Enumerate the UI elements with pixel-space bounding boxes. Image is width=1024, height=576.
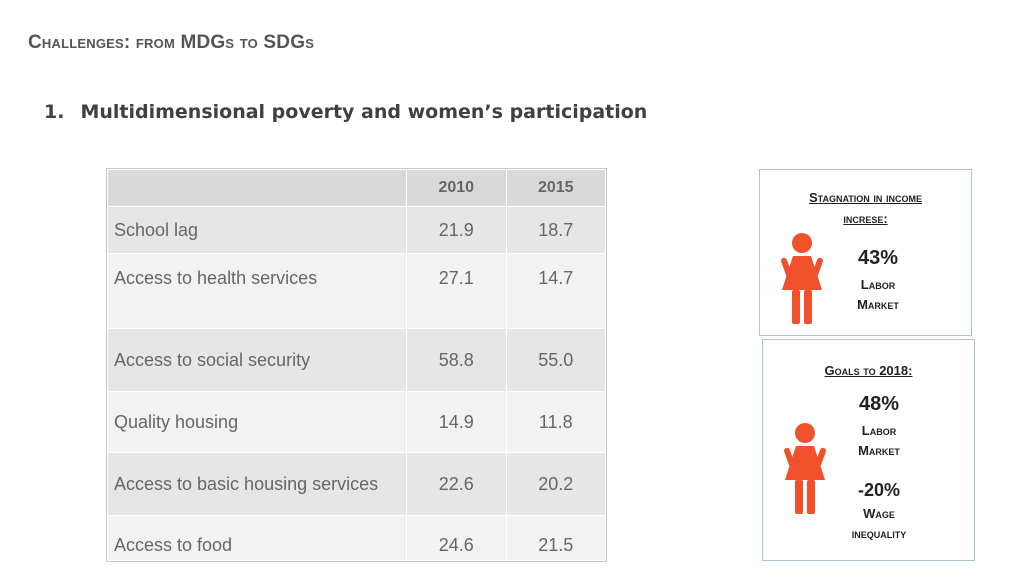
stat-label-line2: inequality bbox=[851, 526, 907, 541]
stagnation-heading-line1: Stagnation in income bbox=[808, 190, 923, 205]
stat-label-line1: Labor bbox=[860, 277, 896, 292]
stagnation-stat: 43% bbox=[857, 247, 899, 269]
table-row: Access to basic housing services 22.6 20… bbox=[107, 452, 606, 516]
value-2015: 11.8 bbox=[505, 391, 606, 453]
row-label: Access to basic housing services bbox=[107, 452, 407, 516]
column-header-blank bbox=[107, 169, 407, 207]
goals-card: Goals to 2018: 48% Labor Market -20% Wag… bbox=[762, 339, 975, 561]
table-row: Access to food 24.6 21.5 bbox=[107, 515, 606, 561]
value-2015: 20.2 bbox=[505, 452, 606, 516]
row-label: Access to social security bbox=[107, 328, 407, 392]
table-row: Access to social security 58.8 55.0 bbox=[107, 328, 606, 392]
table-row: School lag 21.9 18.7 bbox=[107, 206, 606, 254]
value-2015: 55.0 bbox=[505, 328, 606, 392]
woman-icon bbox=[781, 233, 823, 324]
section-number: 1. bbox=[44, 101, 65, 123]
table-row: Quality housing 14.9 11.8 bbox=[107, 391, 606, 453]
row-label: School lag bbox=[107, 206, 407, 254]
stagnation-heading: Stagnation in income increse: bbox=[760, 187, 971, 229]
column-header-2015: 2015 bbox=[505, 169, 606, 207]
woman-icon bbox=[784, 423, 826, 514]
value-2010: 58.8 bbox=[406, 328, 507, 392]
poverty-table: 2010 2015 School lag 21.9 18.7 Access to… bbox=[106, 168, 607, 562]
value-2015: 18.7 bbox=[505, 206, 606, 254]
value-2010: 14.9 bbox=[406, 391, 507, 453]
stagnation-heading-line2: increse: bbox=[843, 211, 888, 226]
value-2010: 24.6 bbox=[406, 515, 507, 561]
value-2015: 21.5 bbox=[505, 515, 606, 561]
row-label: Quality housing bbox=[107, 391, 407, 453]
goals-stat-wage: -20% bbox=[857, 480, 901, 500]
goals-stat-wage-label: Wage inequality bbox=[829, 504, 929, 544]
value-2015: 14.7 bbox=[505, 253, 606, 329]
section-heading: 1. Multidimensional poverty and women’s p… bbox=[44, 101, 647, 123]
stagnation-card: Stagnation in income increse: 43% Labor … bbox=[759, 169, 972, 336]
goals-heading: Goals to 2018: bbox=[824, 363, 913, 378]
column-header-2010: 2010 bbox=[406, 169, 507, 207]
section-title: Multidimensional poverty and women’s par… bbox=[80, 101, 648, 123]
value-2010: 21.9 bbox=[406, 206, 507, 254]
row-label: Access to food bbox=[107, 515, 407, 561]
value-2010: 22.6 bbox=[406, 452, 507, 516]
stagnation-stat-label: Labor Market bbox=[838, 275, 918, 315]
value-2010: 27.1 bbox=[406, 253, 507, 329]
stat-label-line2: Market bbox=[857, 297, 899, 312]
table-header-row: 2010 2015 bbox=[107, 169, 606, 207]
page-title: Challenges: from MDGs to SDGs bbox=[28, 32, 315, 53]
goals-stat-labor-label: Labor Market bbox=[839, 421, 919, 461]
stat-label-line1: Labor bbox=[861, 423, 897, 438]
stat-label-line1: Wage bbox=[863, 506, 895, 521]
table-row: Access to health services 27.1 14.7 bbox=[107, 253, 606, 329]
goals-stat-labor: 48% bbox=[858, 393, 900, 415]
row-label: Access to health services bbox=[107, 253, 407, 329]
stat-label-line2: Market bbox=[858, 443, 900, 458]
